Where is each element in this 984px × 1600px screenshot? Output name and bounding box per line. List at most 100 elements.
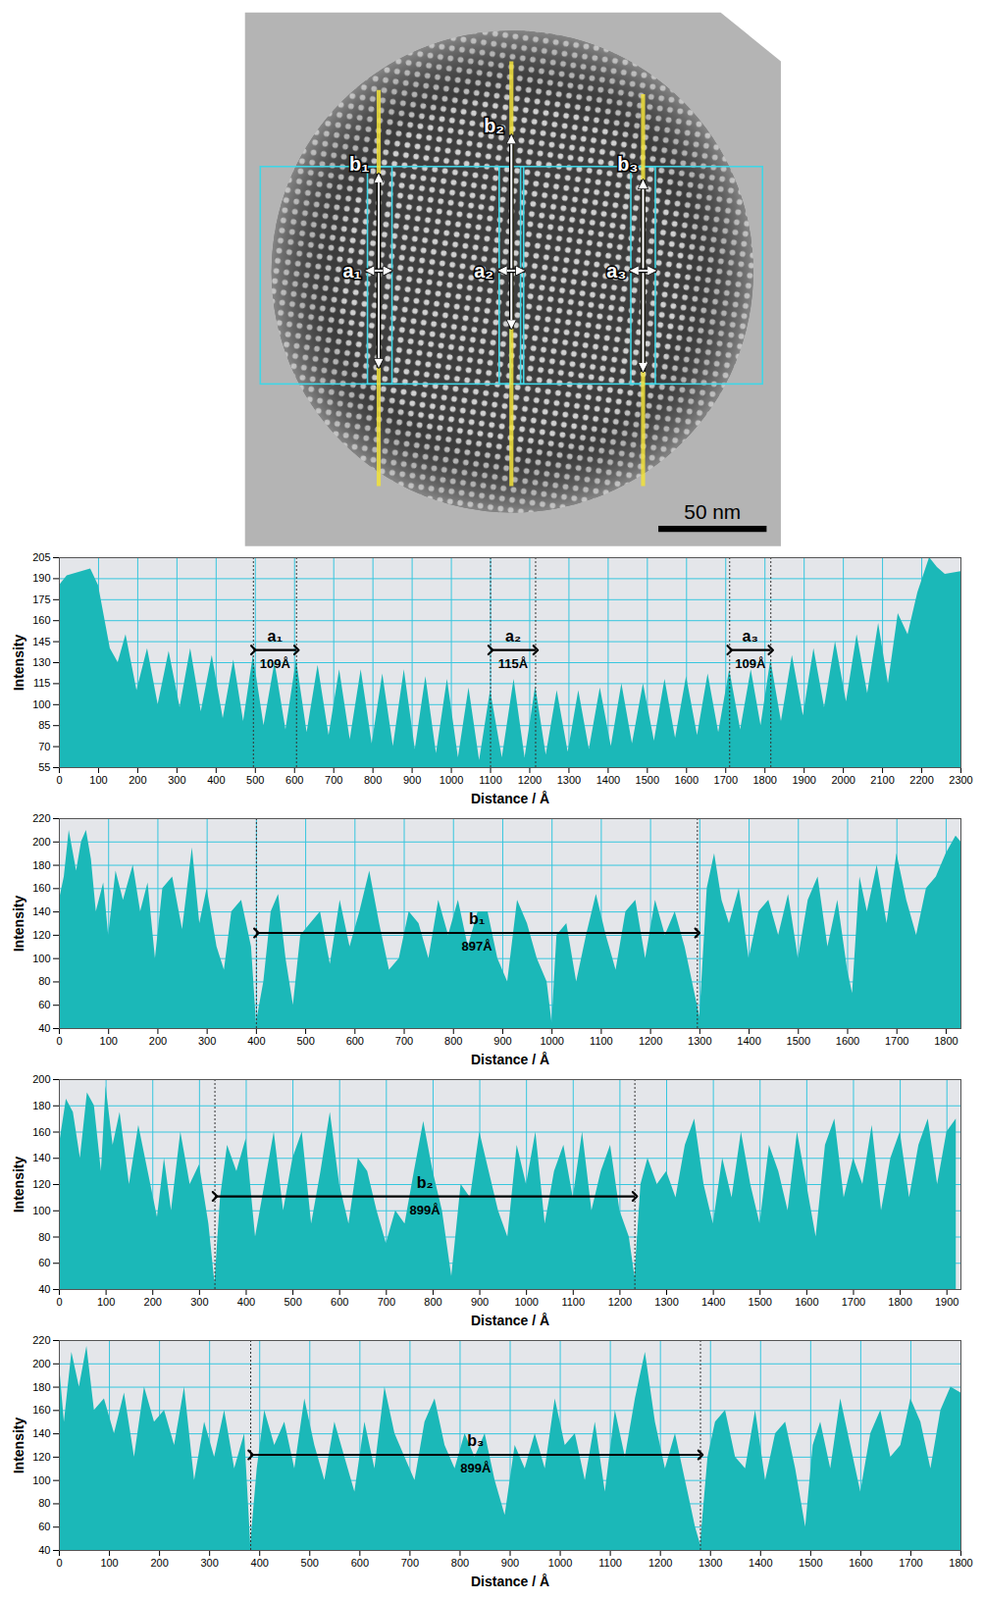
svg-text:a₂: a₂ xyxy=(505,627,521,645)
svg-text:900: 900 xyxy=(470,1295,489,1308)
svg-text:70: 70 xyxy=(38,740,51,753)
svg-text:80: 80 xyxy=(38,1497,51,1509)
svg-text:60: 60 xyxy=(38,1256,51,1269)
svg-text:0: 0 xyxy=(55,1035,62,1047)
svg-text:800: 800 xyxy=(363,774,382,786)
svg-text:1300: 1300 xyxy=(557,774,581,786)
svg-text:200: 200 xyxy=(128,774,147,786)
svg-text:100: 100 xyxy=(89,774,107,786)
svg-text:1200: 1200 xyxy=(517,774,542,786)
svg-text:200: 200 xyxy=(32,1357,51,1370)
svg-text:100: 100 xyxy=(32,952,51,965)
svg-text:a₂: a₂ xyxy=(473,259,494,282)
svg-text:175: 175 xyxy=(32,593,51,606)
svg-text:0: 0 xyxy=(55,774,62,786)
svg-text:1900: 1900 xyxy=(791,774,816,786)
svg-text:80: 80 xyxy=(38,1231,51,1243)
svg-text:1000: 1000 xyxy=(548,1556,572,1569)
svg-text:a₁: a₁ xyxy=(267,627,284,645)
svg-text:40: 40 xyxy=(38,1283,51,1295)
svg-text:a₃: a₃ xyxy=(606,259,626,282)
svg-text:500: 500 xyxy=(301,1556,319,1569)
svg-text:b₂: b₂ xyxy=(483,114,505,137)
svg-text:1800: 1800 xyxy=(887,1295,912,1308)
svg-text:60: 60 xyxy=(38,998,51,1011)
svg-text:220: 220 xyxy=(32,1334,51,1347)
svg-text:400: 400 xyxy=(247,1035,265,1047)
svg-text:300: 300 xyxy=(167,774,186,786)
svg-text:60: 60 xyxy=(38,1520,51,1533)
svg-text:b₁: b₁ xyxy=(468,910,486,928)
svg-text:220: 220 xyxy=(32,812,51,825)
svg-text:180: 180 xyxy=(32,1381,51,1394)
svg-text:b₂: b₂ xyxy=(416,1174,434,1192)
svg-text:200: 200 xyxy=(144,1295,162,1308)
svg-text:100: 100 xyxy=(32,1204,51,1217)
svg-text:600: 600 xyxy=(346,1035,364,1047)
svg-text:2300: 2300 xyxy=(948,774,973,786)
svg-text:200: 200 xyxy=(149,1035,167,1047)
svg-text:80: 80 xyxy=(38,975,51,987)
svg-text:899Å: 899Å xyxy=(410,1202,442,1218)
svg-text:1600: 1600 xyxy=(674,774,699,786)
svg-text:130: 130 xyxy=(32,656,51,669)
svg-text:900: 900 xyxy=(501,1556,519,1569)
svg-text:1400: 1400 xyxy=(748,1556,773,1569)
svg-text:2100: 2100 xyxy=(870,774,894,786)
svg-text:800: 800 xyxy=(451,1556,469,1569)
svg-text:400: 400 xyxy=(237,1295,256,1308)
svg-text:Intensity: Intensity xyxy=(10,1417,27,1475)
svg-text:700: 700 xyxy=(324,774,343,786)
svg-text:Intensity: Intensity xyxy=(10,895,27,953)
svg-text:100: 100 xyxy=(32,1474,51,1487)
svg-text:160: 160 xyxy=(32,614,51,626)
svg-text:1100: 1100 xyxy=(561,1295,585,1308)
svg-text:Distance / Å: Distance / Å xyxy=(470,1051,550,1068)
svg-text:1200: 1200 xyxy=(638,1035,663,1047)
svg-text:1900: 1900 xyxy=(934,1295,959,1308)
svg-text:1600: 1600 xyxy=(835,1035,860,1047)
svg-text:899Å: 899Å xyxy=(460,1460,492,1476)
svg-text:1600: 1600 xyxy=(848,1556,873,1569)
svg-text:200: 200 xyxy=(32,835,51,848)
svg-text:100: 100 xyxy=(100,1556,118,1569)
svg-text:b₁: b₁ xyxy=(349,153,369,175)
svg-text:b₃: b₃ xyxy=(617,153,638,175)
svg-text:500: 500 xyxy=(246,774,264,786)
svg-text:0: 0 xyxy=(55,1556,62,1569)
svg-text:120: 120 xyxy=(32,1450,51,1463)
svg-text:400: 400 xyxy=(251,1556,269,1569)
svg-text:1700: 1700 xyxy=(884,1035,909,1047)
svg-text:1700: 1700 xyxy=(898,1556,923,1569)
svg-text:700: 700 xyxy=(377,1295,396,1308)
svg-text:600: 600 xyxy=(330,1295,349,1308)
svg-text:1000: 1000 xyxy=(539,1035,564,1047)
svg-text:Intensity: Intensity xyxy=(10,634,27,692)
svg-text:2200: 2200 xyxy=(909,774,933,786)
svg-text:1300: 1300 xyxy=(654,1295,678,1308)
svg-text:400: 400 xyxy=(207,774,225,786)
svg-text:Distance / Å: Distance / Å xyxy=(470,1312,550,1329)
svg-text:140: 140 xyxy=(32,1151,51,1164)
svg-text:Distance / Å: Distance / Å xyxy=(470,790,550,807)
svg-text:b₃: b₃ xyxy=(466,1432,484,1450)
svg-text:1700: 1700 xyxy=(841,1295,866,1308)
svg-text:1100: 1100 xyxy=(478,774,503,786)
svg-text:1500: 1500 xyxy=(798,1556,823,1569)
svg-text:100: 100 xyxy=(100,1035,118,1047)
svg-text:500: 500 xyxy=(283,1295,302,1308)
svg-text:100: 100 xyxy=(97,1295,115,1308)
svg-text:1100: 1100 xyxy=(589,1035,614,1047)
svg-text:1200: 1200 xyxy=(608,1295,632,1308)
svg-text:1800: 1800 xyxy=(933,1035,958,1047)
svg-text:1800: 1800 xyxy=(948,1556,973,1569)
svg-text:Intensity: Intensity xyxy=(10,1156,27,1214)
svg-text:1600: 1600 xyxy=(794,1295,819,1308)
svg-text:600: 600 xyxy=(285,774,304,786)
svg-text:115Å: 115Å xyxy=(498,656,529,672)
svg-text:1400: 1400 xyxy=(596,774,621,786)
svg-text:50 nm: 50 nm xyxy=(683,500,741,523)
svg-text:140: 140 xyxy=(32,905,51,918)
svg-text:900: 900 xyxy=(403,774,421,786)
svg-text:1800: 1800 xyxy=(752,774,777,786)
